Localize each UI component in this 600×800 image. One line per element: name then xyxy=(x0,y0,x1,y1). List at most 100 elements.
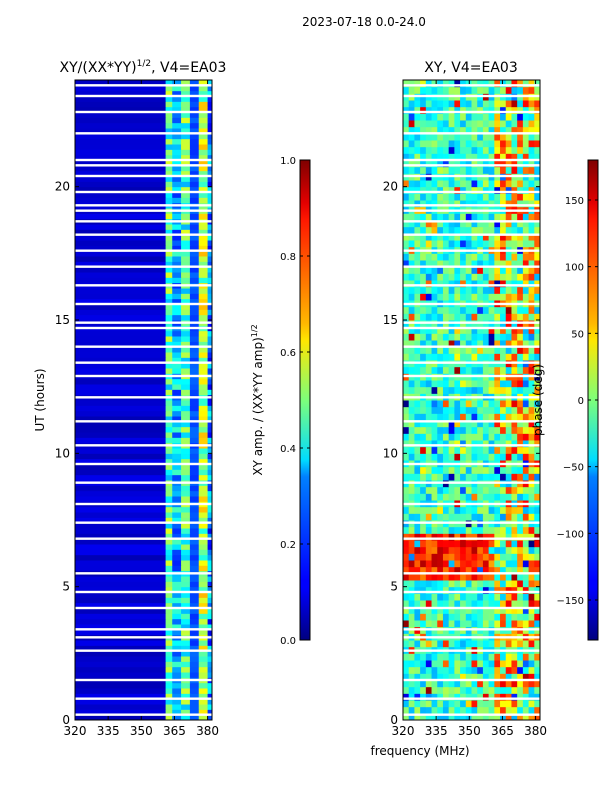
heatmap-cell xyxy=(465,333,472,341)
heatmap-cell xyxy=(403,466,410,474)
heatmap-cell xyxy=(471,100,478,108)
heatmap-cell xyxy=(75,346,167,353)
heatmap-cell xyxy=(408,186,415,194)
heatmap-cell xyxy=(172,234,182,241)
heatmap-cell xyxy=(448,606,455,614)
heatmap-cell xyxy=(534,546,540,554)
heatmap-cell xyxy=(534,146,540,154)
heatmap-cell xyxy=(482,466,490,474)
heatmap-cell xyxy=(189,714,200,720)
heatmap-cell xyxy=(431,280,438,288)
heatmap-cell xyxy=(494,80,501,88)
heatmap-cell xyxy=(488,106,495,114)
heatmap-cell xyxy=(522,653,530,661)
heatmap-cell xyxy=(189,186,200,193)
heatmap-cell xyxy=(403,306,410,314)
heatmap-cell xyxy=(414,540,421,548)
heatmap-cell xyxy=(482,273,490,281)
heatmap-cell xyxy=(465,160,472,168)
heatmap-cell xyxy=(517,313,524,321)
heatmap-cell xyxy=(454,533,461,541)
heatmap-cell xyxy=(403,666,410,674)
heatmap-cell xyxy=(181,293,191,300)
heatmap-cell xyxy=(465,286,472,294)
heatmap-cell xyxy=(181,224,191,230)
heatmap-cell xyxy=(454,233,461,241)
heatmap-cell xyxy=(437,126,444,134)
heatmap-cell xyxy=(437,673,444,681)
flagged-row xyxy=(403,713,540,716)
heatmap-cell xyxy=(207,490,212,497)
heatmap-cell xyxy=(448,400,455,408)
heatmap-cell xyxy=(448,426,455,434)
heatmap-cell xyxy=(431,653,438,661)
heatmap-cell xyxy=(454,313,461,321)
heatmap-cell xyxy=(471,186,478,194)
heatmap-cell xyxy=(420,140,427,148)
heatmap-cell xyxy=(437,160,444,168)
heatmap-cell xyxy=(165,581,173,588)
heatmap-cell xyxy=(482,566,490,574)
heatmap-cell xyxy=(408,286,415,294)
heatmap-cell xyxy=(165,112,173,118)
heatmap-cell xyxy=(189,234,200,241)
heatmap-cell xyxy=(165,250,173,257)
heatmap-cell xyxy=(165,245,173,252)
heatmap-cell xyxy=(431,160,438,168)
heatmap-cell xyxy=(172,688,182,694)
heatmap-cell xyxy=(75,309,167,316)
heatmap-cell xyxy=(172,240,182,246)
heatmap-cell xyxy=(460,166,467,174)
heatmap-cell xyxy=(207,405,212,412)
heatmap-cell xyxy=(505,113,512,121)
heatmap-cell xyxy=(534,386,540,394)
heatmap-cell xyxy=(437,666,444,674)
flagged-row xyxy=(403,481,540,484)
heatmap-cell xyxy=(460,713,467,720)
heatmap-cell xyxy=(181,288,191,294)
heatmap-cell xyxy=(189,549,200,556)
heatmap-cell xyxy=(198,432,209,438)
heatmap-cell xyxy=(505,86,512,94)
heatmap-cell xyxy=(477,86,484,94)
heatmap-cell xyxy=(460,326,467,334)
heatmap-cell xyxy=(500,193,507,201)
heatmap-cell xyxy=(500,466,507,474)
heatmap-cell xyxy=(522,600,530,608)
heatmap-cell xyxy=(454,166,461,174)
heatmap-cell xyxy=(460,620,467,628)
heatmap-cell xyxy=(198,666,209,673)
heatmap-cell xyxy=(517,580,524,588)
heatmap-cell xyxy=(75,170,167,177)
heatmap-cell xyxy=(477,446,484,454)
heatmap-cell xyxy=(488,286,495,294)
heatmap-cell xyxy=(420,666,427,674)
heatmap-cell xyxy=(408,340,415,348)
heatmap-cell xyxy=(500,253,507,261)
heatmap-cell xyxy=(471,433,478,441)
heatmap-cell xyxy=(442,493,450,501)
heatmap-cell xyxy=(517,86,524,94)
heatmap-cell xyxy=(207,128,212,134)
heatmap-cell xyxy=(454,306,461,314)
heatmap-cell xyxy=(505,686,512,694)
heatmap-cell xyxy=(517,640,524,648)
heatmap-cell xyxy=(189,698,200,705)
heatmap-cell xyxy=(403,366,410,374)
heatmap-cell xyxy=(437,486,444,494)
heatmap-cell xyxy=(494,346,501,354)
heatmap-cell xyxy=(482,380,490,388)
heatmap-cell xyxy=(207,362,212,369)
heatmap-cell xyxy=(471,286,478,294)
heatmap-cell xyxy=(165,357,173,364)
heatmap-cell xyxy=(500,526,507,534)
flagged-row xyxy=(75,220,212,223)
heatmap-cell xyxy=(482,253,490,261)
heatmap-cell xyxy=(442,286,450,294)
heatmap-cell xyxy=(431,686,438,694)
heatmap-cell xyxy=(172,154,182,161)
heatmap-cell xyxy=(189,640,200,646)
heatmap-cell xyxy=(437,506,444,514)
heatmap-cell xyxy=(528,413,535,421)
heatmap-cell xyxy=(408,180,415,188)
